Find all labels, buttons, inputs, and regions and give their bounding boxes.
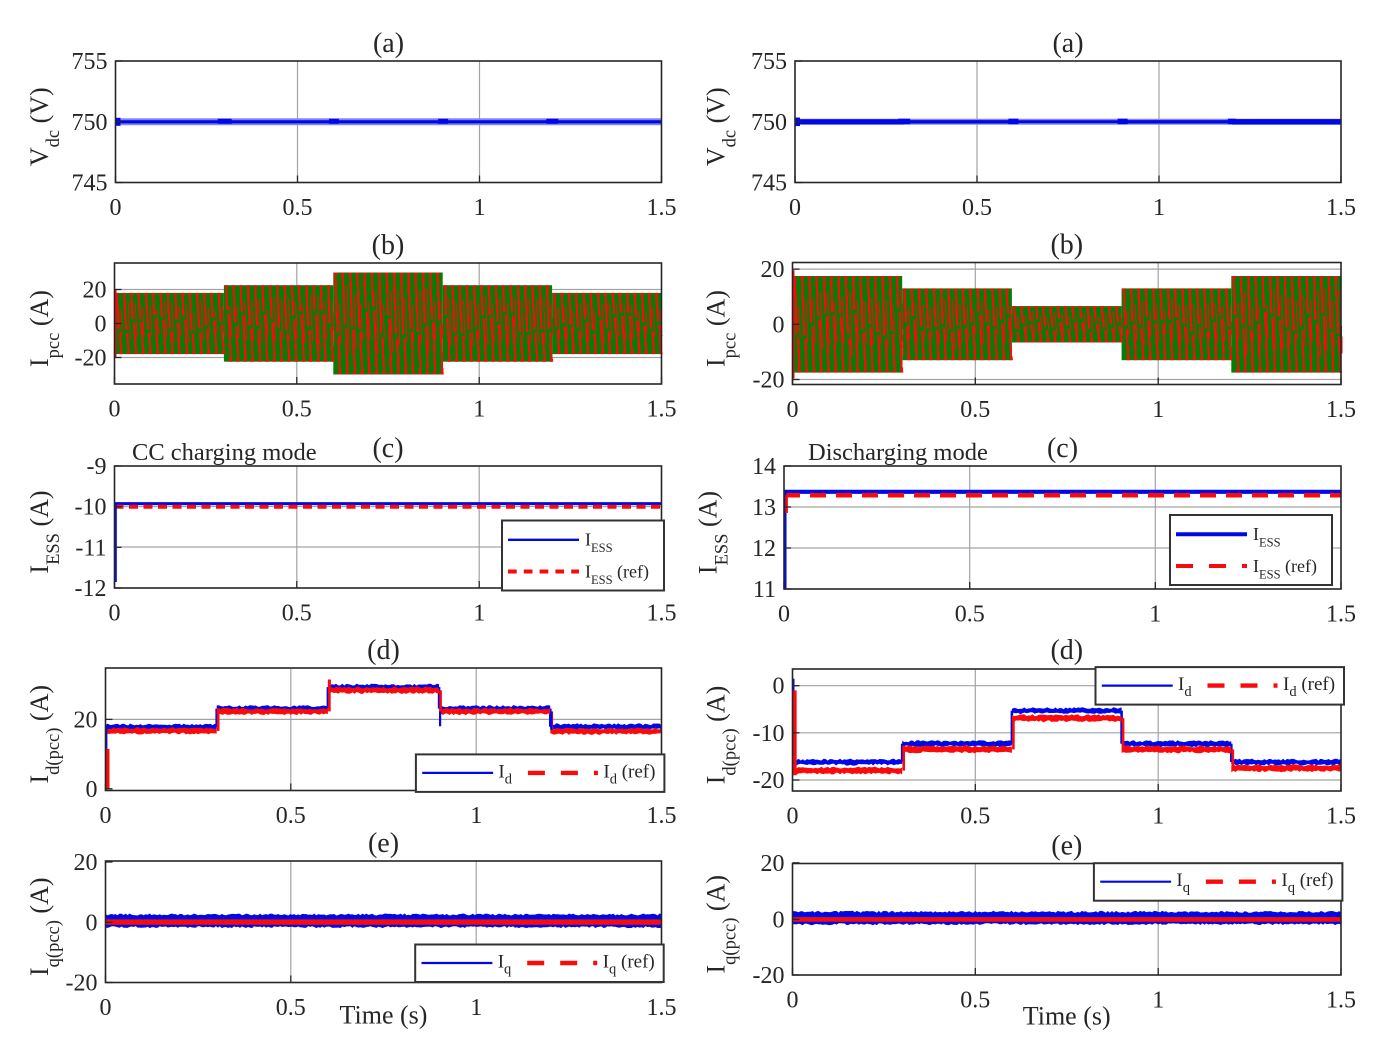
svg-text:0.5: 0.5 [960, 804, 990, 830]
svg-text:750: 750 [751, 110, 787, 136]
svg-text:1: 1 [474, 195, 486, 221]
svg-text:745: 745 [751, 171, 787, 197]
svg-text:0.5: 0.5 [282, 601, 312, 627]
svg-text:1: 1 [473, 397, 485, 423]
svg-text:-20: -20 [753, 963, 785, 989]
svg-text:0: 0 [109, 601, 121, 627]
svg-text:0: 0 [110, 195, 122, 221]
svg-text:(b): (b) [1050, 230, 1083, 261]
svg-text:0.5: 0.5 [276, 995, 306, 1021]
svg-text:-20: -20 [753, 368, 785, 394]
svg-text:1.5: 1.5 [1326, 988, 1356, 1014]
svg-text:20: 20 [74, 707, 98, 733]
svg-text:0: 0 [773, 907, 785, 933]
svg-text:0.5: 0.5 [282, 397, 312, 423]
svg-text:1: 1 [470, 995, 482, 1021]
svg-text:0.5: 0.5 [960, 397, 990, 423]
svg-text:0: 0 [787, 804, 799, 830]
svg-text:(a): (a) [373, 28, 404, 59]
svg-text:1: 1 [473, 601, 485, 627]
svg-text:0: 0 [95, 312, 107, 338]
svg-text:1.5: 1.5 [1326, 397, 1356, 423]
svg-text:0.5: 0.5 [960, 988, 990, 1014]
svg-text:0: 0 [787, 397, 799, 423]
svg-text:(e): (e) [1051, 831, 1082, 862]
svg-text:0.5: 0.5 [283, 195, 313, 221]
svg-text:20: 20 [761, 257, 785, 283]
svg-text:755: 755 [751, 49, 787, 75]
svg-text:1.5: 1.5 [1326, 804, 1356, 830]
svg-text:0.5: 0.5 [276, 803, 306, 829]
svg-text:1: 1 [1152, 988, 1164, 1014]
svg-text:1.5: 1.5 [1326, 195, 1356, 221]
svg-text:(d): (d) [1050, 635, 1083, 666]
svg-text:1.5: 1.5 [647, 803, 677, 829]
svg-text:0: 0 [773, 312, 785, 338]
svg-text:0: 0 [109, 397, 121, 423]
svg-text:20: 20 [74, 850, 98, 876]
svg-text:Time (s): Time (s) [340, 1001, 428, 1030]
svg-text:(a): (a) [1052, 28, 1083, 59]
svg-text:0: 0 [100, 803, 112, 829]
svg-text:-9: -9 [87, 454, 107, 480]
svg-text:1.5: 1.5 [647, 195, 677, 221]
svg-text:(d): (d) [367, 635, 400, 666]
svg-text:Time (s): Time (s) [1023, 1002, 1111, 1031]
svg-text:(c): (c) [372, 433, 403, 464]
svg-text:1.5: 1.5 [1326, 602, 1356, 628]
svg-text:-10: -10 [75, 495, 107, 521]
svg-text:1: 1 [1153, 195, 1165, 221]
svg-text:(e): (e) [368, 828, 399, 859]
svg-text:-11: -11 [75, 535, 106, 561]
svg-text:-20: -20 [753, 768, 785, 794]
svg-text:0.5: 0.5 [962, 195, 992, 221]
svg-text:1.5: 1.5 [647, 995, 677, 1021]
svg-text:14: 14 [752, 454, 776, 480]
svg-text:CC charging mode: CC charging mode [132, 439, 317, 466]
svg-text:1.5: 1.5 [647, 601, 677, 627]
svg-text:755: 755 [72, 49, 108, 75]
svg-text:12: 12 [752, 536, 776, 562]
svg-text:0: 0 [86, 910, 98, 936]
svg-text:20: 20 [761, 851, 785, 877]
svg-text:(b): (b) [372, 230, 405, 261]
svg-text:(c): (c) [1047, 433, 1078, 464]
svg-text:-10: -10 [753, 721, 785, 747]
svg-text:-20: -20 [66, 971, 98, 997]
svg-text:0: 0 [778, 602, 790, 628]
svg-text:0.5: 0.5 [955, 602, 985, 628]
svg-text:13: 13 [752, 495, 776, 521]
svg-text:750: 750 [72, 110, 108, 136]
svg-text:1: 1 [1152, 804, 1164, 830]
svg-text:1: 1 [1149, 602, 1161, 628]
svg-text:11: 11 [753, 577, 776, 603]
svg-text:0: 0 [789, 195, 801, 221]
svg-text:-20: -20 [75, 346, 107, 372]
svg-text:20: 20 [83, 278, 107, 304]
svg-text:Ipcc (A): Ipcc (A) [702, 290, 741, 367]
svg-text:-12: -12 [75, 576, 107, 602]
svg-text:1: 1 [470, 803, 482, 829]
svg-text:Iq (ref): Iq (ref) [1281, 870, 1333, 896]
svg-text:0: 0 [787, 988, 799, 1014]
svg-text:0: 0 [100, 995, 112, 1021]
svg-text:0: 0 [773, 674, 785, 700]
svg-text:0: 0 [86, 777, 98, 803]
svg-text:745: 745 [72, 171, 108, 197]
svg-text:1: 1 [1152, 397, 1164, 423]
svg-text:Discharging mode: Discharging mode [808, 439, 988, 466]
svg-text:1.5: 1.5 [647, 397, 677, 423]
